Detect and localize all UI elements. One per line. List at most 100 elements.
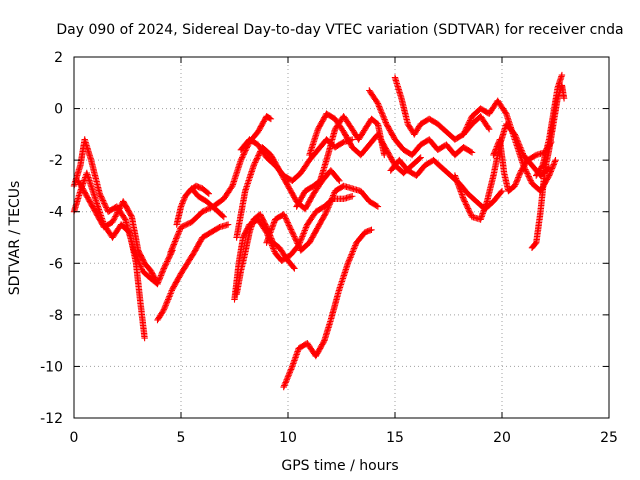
- data-point-run: [413, 163, 428, 179]
- data-point-run: [212, 205, 226, 220]
- data-point-run: [75, 177, 90, 199]
- data-point-run: [289, 346, 302, 370]
- data-point-run: [321, 318, 334, 344]
- data-point-run: [477, 199, 490, 223]
- data-point-run: [199, 185, 211, 196]
- series-track-11: [263, 182, 382, 254]
- data-point-run: [177, 261, 190, 277]
- data-point-run: [280, 211, 295, 235]
- data-point-run: [169, 271, 184, 293]
- data-point-run: [344, 240, 360, 267]
- data-point-run: [233, 189, 249, 241]
- data-point-run: [83, 193, 98, 214]
- data-point-run: [167, 225, 184, 257]
- data-point: [205, 190, 213, 197]
- x-tick-label: 0: [70, 430, 79, 446]
- data-point-run: [460, 195, 475, 219]
- data-point-run: [357, 187, 372, 204]
- data-point-run: [132, 260, 144, 304]
- x-tick-label: 25: [600, 430, 618, 446]
- data-point-run: [327, 167, 342, 183]
- series-track-16: [366, 87, 476, 159]
- data-point-run: [408, 142, 423, 159]
- data-point-run: [87, 156, 103, 196]
- data-point-run: [246, 136, 260, 148]
- data-point-run: [355, 127, 368, 143]
- y-tick-label: -2: [49, 153, 63, 169]
- data-point-run: [366, 198, 380, 209]
- data-point-run: [357, 142, 372, 159]
- series-track-7: [186, 182, 213, 197]
- x-tick-label: 15: [386, 430, 404, 446]
- data-point-run: [254, 141, 269, 160]
- series-track-14: [293, 113, 388, 210]
- data-point-run: [188, 209, 205, 226]
- series-track-23: [533, 71, 566, 179]
- data-point-run: [83, 169, 99, 201]
- data-point-run: [128, 213, 142, 253]
- data-point-run: [323, 110, 338, 122]
- data-point-run: [438, 164, 453, 178]
- data-point-run: [511, 136, 527, 167]
- data-point-run: [323, 189, 338, 215]
- series-track-8: [231, 193, 356, 303]
- data-point-run: [257, 211, 270, 230]
- data-point: [417, 154, 424, 161]
- data-point-run: [81, 136, 94, 162]
- x-axis-title: GPS time / hours: [281, 458, 398, 474]
- data-point-run: [269, 239, 282, 251]
- data-point: [349, 193, 356, 200]
- data-point: [498, 187, 506, 195]
- y-tick-label: -6: [49, 256, 63, 272]
- y-axis-title: SDTVAR / TECUs: [7, 181, 23, 296]
- data-point-run: [331, 139, 346, 151]
- series-track-5: [167, 113, 275, 257]
- data-point-run: [147, 267, 160, 286]
- data-point-run: [323, 127, 338, 164]
- data-point-run: [314, 111, 329, 133]
- data-point-run: [486, 98, 501, 117]
- data-point-run: [336, 261, 351, 293]
- data-point-run: [280, 364, 295, 391]
- data-point-run: [353, 230, 368, 246]
- data-point-run: [173, 204, 184, 228]
- data-point-run: [263, 154, 278, 168]
- data-point-run: [391, 74, 405, 100]
- data-point-run: [199, 229, 213, 241]
- data-point-run: [263, 113, 273, 122]
- data-point-run: [500, 169, 512, 193]
- data-point-run: [340, 128, 355, 150]
- data-point: [558, 71, 566, 79]
- axes: 0 5 10 15 20 25 -12 -10 -8 -6 -4 -2 0 2: [40, 50, 618, 446]
- data-point-run: [312, 338, 327, 360]
- data-point-run: [120, 198, 135, 219]
- data-point-run: [160, 287, 175, 313]
- data-point-run: [490, 189, 505, 205]
- data-point-run: [141, 260, 154, 274]
- data-point-run: [242, 230, 253, 257]
- data-point-run: [301, 191, 317, 213]
- data-point-run: [70, 189, 84, 215]
- data-point-run: [306, 127, 321, 159]
- series-track-2: [70, 169, 148, 342]
- data-point-run: [398, 95, 411, 126]
- data-series: [70, 71, 568, 391]
- data-point-run: [451, 131, 466, 143]
- data-point-run: [533, 210, 544, 246]
- data-point-run: [306, 147, 321, 164]
- data-point: [468, 149, 476, 156]
- data-point-run: [284, 182, 299, 204]
- data-point-run: [137, 298, 148, 340]
- data-point-run: [316, 158, 330, 184]
- y-tick-label: -10: [40, 359, 63, 375]
- data-point: [336, 177, 343, 184]
- data-point-run: [297, 158, 312, 177]
- data-point-run: [477, 113, 492, 132]
- plot-frame: [73, 56, 610, 419]
- data-point: [141, 334, 148, 342]
- data-point: [154, 280, 161, 288]
- x-tick-label: 10: [279, 430, 297, 446]
- data-point-run: [391, 136, 406, 152]
- data-point-run: [477, 105, 492, 117]
- data-point-run: [96, 190, 111, 214]
